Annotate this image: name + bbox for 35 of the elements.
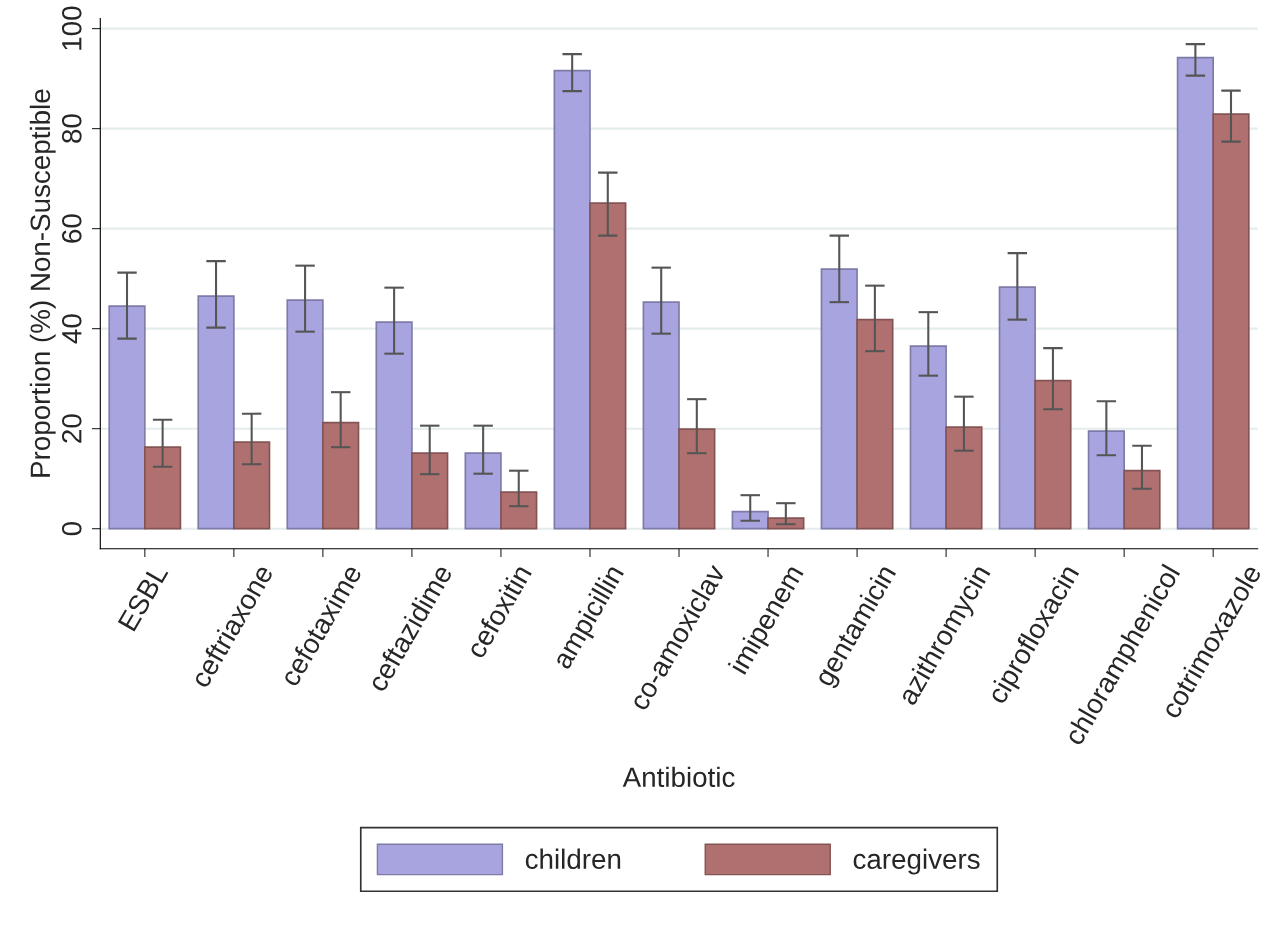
bar bbox=[375, 321, 413, 530]
bar bbox=[322, 421, 360, 530]
bar bbox=[464, 452, 502, 530]
bar bbox=[998, 286, 1036, 530]
bar bbox=[500, 491, 538, 530]
bar bbox=[589, 202, 627, 530]
bar bbox=[678, 428, 716, 530]
y-tick-label: 20 bbox=[61, 414, 82, 443]
bar bbox=[731, 510, 769, 530]
bar bbox=[1087, 430, 1125, 530]
y-tick-label: 100 bbox=[61, 6, 82, 50]
bar bbox=[642, 301, 680, 530]
bar bbox=[1123, 469, 1161, 530]
bar bbox=[233, 441, 271, 530]
bar bbox=[553, 69, 591, 530]
bar bbox=[1034, 379, 1072, 530]
x-axis-title: Antibiotic bbox=[622, 766, 735, 788]
bar bbox=[286, 299, 324, 530]
y-axis-title: Proportion (%) Non-Susceptible bbox=[29, 89, 56, 477]
bar bbox=[909, 345, 947, 530]
bar bbox=[108, 305, 146, 530]
y-tick-label: 40 bbox=[61, 314, 82, 344]
bar bbox=[197, 295, 235, 530]
legend-label: children bbox=[525, 848, 621, 870]
bar bbox=[143, 446, 182, 530]
bar bbox=[945, 426, 983, 530]
y-tick-label: 80 bbox=[61, 114, 82, 143]
bar bbox=[820, 268, 858, 530]
bar bbox=[411, 452, 449, 530]
bar bbox=[856, 318, 894, 530]
bar bbox=[1212, 113, 1250, 530]
y-tick-label: 60 bbox=[61, 214, 82, 243]
y-tick-label: 0 bbox=[61, 522, 82, 536]
legend-label: caregivers bbox=[853, 848, 980, 875]
bar bbox=[1176, 56, 1215, 530]
